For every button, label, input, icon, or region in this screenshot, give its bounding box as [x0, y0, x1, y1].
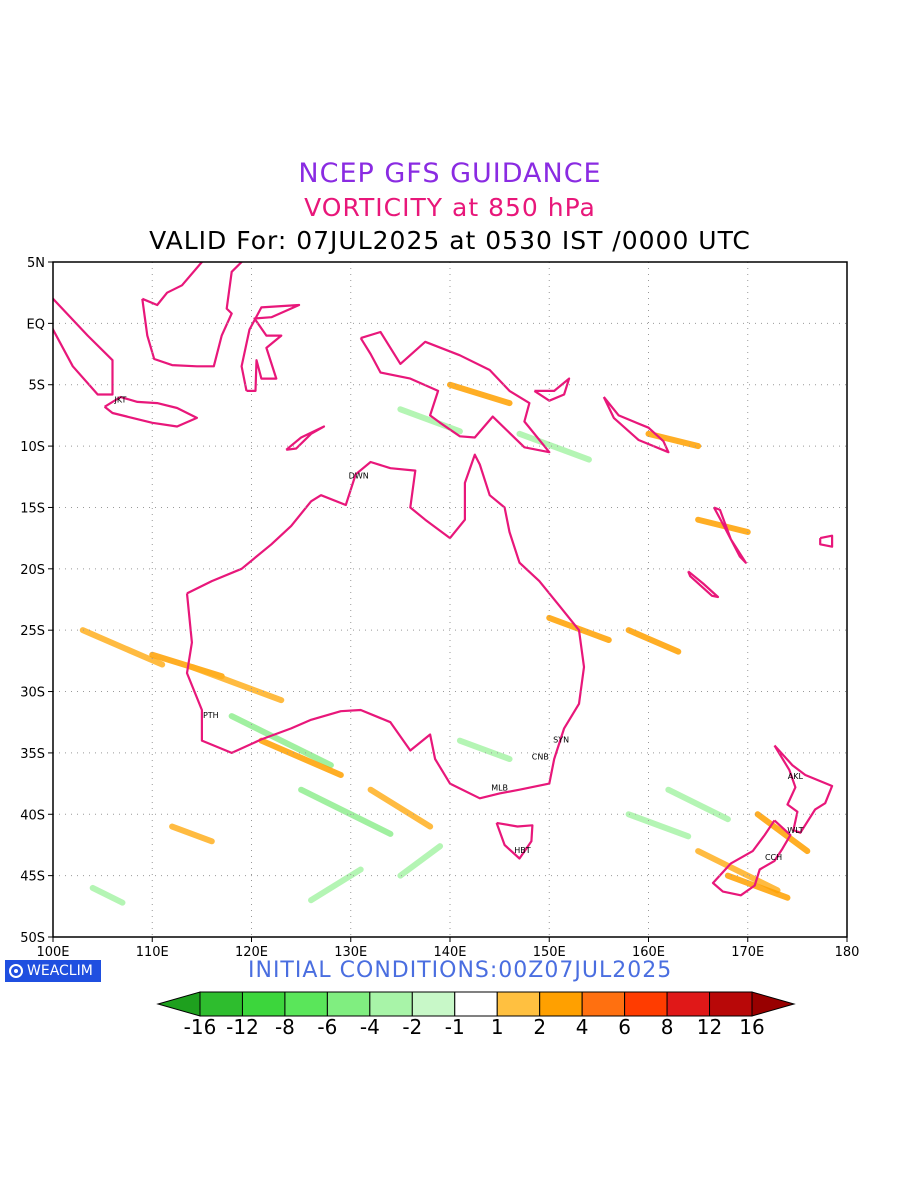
vorticity-streak [308, 866, 364, 904]
lon-tick-label: 100E [36, 945, 69, 960]
initial-conditions: INITIAL CONDITIONS:00Z07JUL2025 [248, 958, 673, 983]
lon-tick-label: 150E [533, 945, 566, 960]
weaclim-logo: WEACLIM [5, 960, 101, 982]
city-label: HBT [514, 846, 531, 855]
vorticity-streak [695, 848, 781, 894]
vorticity-streak [169, 823, 215, 845]
lat-tick-label: 30S [20, 686, 45, 701]
fiji-coast [819, 534, 834, 548]
vorticity-streak [258, 737, 344, 778]
lat-tick-label: 25S [20, 624, 45, 639]
tasmania-coast [495, 821, 534, 860]
lat-tick-label: 35S [20, 747, 45, 762]
vorticity-streak [754, 811, 811, 855]
map-title: NCEP GFS GUIDANCE [298, 158, 602, 189]
vorticity-streak [89, 884, 126, 906]
vorticity-streak [397, 843, 444, 879]
lat-tick-label: 20S [20, 563, 45, 578]
timor-coast [285, 425, 326, 451]
city-label: DWN [349, 472, 369, 481]
vorticity-streak [188, 664, 285, 704]
plot-frame [52, 261, 848, 938]
lat-tick-label: 45S [20, 870, 45, 885]
lat-tick-label: 15S [20, 501, 45, 516]
java-coast [103, 395, 198, 428]
valid-time: VALID For: 07JUL2025 at 0530 IST /0000 U… [149, 226, 751, 255]
city-label: SYN [553, 735, 569, 744]
vorticity-streak [447, 381, 513, 407]
vorticity-streak [625, 627, 682, 655]
lat-tick-label: 5N [27, 256, 45, 271]
logo-icon [9, 964, 23, 978]
city-label: CNB [532, 753, 549, 762]
coastlines [53, 262, 834, 897]
axis-labels: 100E 110E 120E 130E 140E 150E 160E 170E 180 5N EQ 5… [20, 256, 859, 960]
lon-tick-label: 110E [136, 945, 169, 960]
city-label: JKT [114, 395, 127, 404]
vorticity-streak [397, 406, 463, 435]
city-label: AKL [788, 772, 804, 781]
lon-tick-label: 180 [835, 945, 860, 960]
lat-tick-label: 5S [28, 379, 45, 394]
vorticity-streak [625, 811, 692, 840]
new-caledonia-coast [687, 570, 720, 599]
sumatra-coast [53, 297, 114, 396]
map-subtitle: VORTICITY at 850 hPa [304, 193, 596, 222]
vorticity-streak [79, 627, 166, 668]
nz-south-coast [711, 819, 792, 897]
lon-tick-label: 140E [433, 945, 466, 960]
lat-tick-label: 50S [20, 931, 45, 946]
vorticity-streak [298, 786, 394, 837]
logo-text: WEACLIM [27, 963, 93, 979]
vorticity-streak [228, 713, 334, 769]
lon-tick-label: 160E [632, 945, 665, 960]
new-guinea-coast [359, 330, 551, 454]
australia-coast [185, 453, 586, 800]
vanuatu-coast [713, 506, 747, 564]
vorticity-streak [516, 430, 592, 463]
grid-lines [53, 262, 847, 937]
vorticity-streak [456, 737, 513, 763]
vorticity-shading [79, 381, 811, 906]
nz-north-coast [773, 744, 834, 834]
city-label: MLB [491, 783, 508, 792]
vorticity-streak [367, 786, 434, 830]
lat-tick-label: EQ [27, 317, 45, 332]
lat-tick-label: 10S [20, 440, 45, 455]
sulawesi-coast [240, 303, 301, 392]
new-britain-coast [533, 377, 571, 402]
borneo-coast [141, 262, 243, 368]
lon-tick-label: 170E [731, 945, 764, 960]
lat-tick-label: 40S [20, 808, 45, 823]
city-label: CCH [765, 853, 782, 862]
city-labels: JKT DWN PTH SYN CNB MLB HBT AKL WLT CCH [114, 395, 804, 862]
city-label: PTH [203, 711, 219, 720]
vorticity-streak [665, 786, 731, 823]
lon-tick-label: 120E [235, 945, 268, 960]
lon-tick-label: 130E [334, 945, 367, 960]
solomon-coast [602, 396, 670, 454]
city-label: WLT [787, 826, 803, 835]
vorticity-streak [724, 872, 791, 901]
